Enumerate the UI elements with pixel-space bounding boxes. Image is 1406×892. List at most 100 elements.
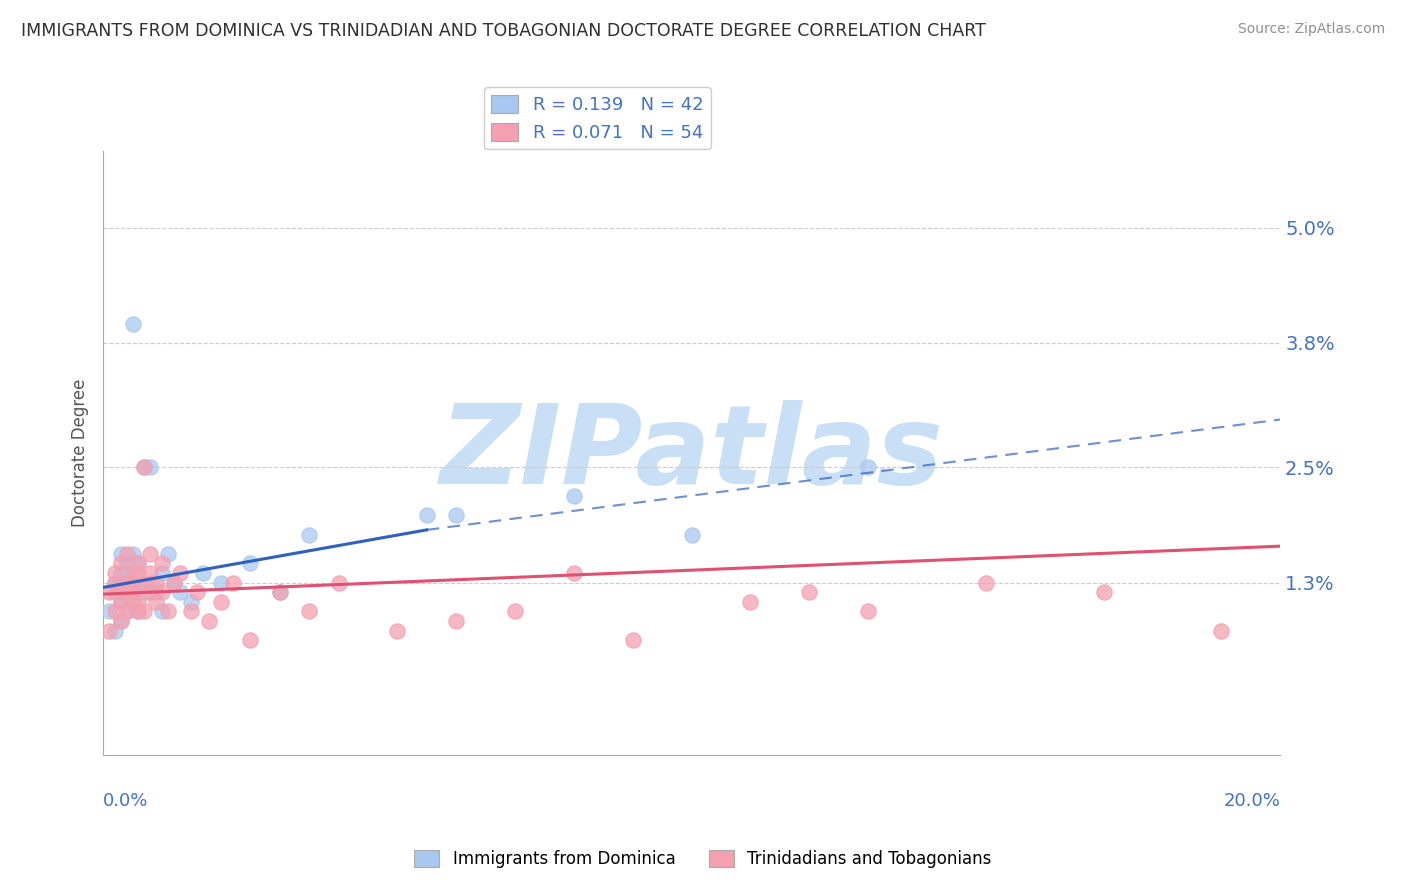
Point: [503, 604, 526, 618]
Point: [110, 585, 132, 599]
Point: [139, 566, 162, 580]
Point: [115, 575, 138, 590]
Point: [121, 585, 143, 599]
Legend: Immigrants from Dominica, Trinidadians and Tobagonians: Immigrants from Dominica, Trinidadians a…: [408, 843, 998, 875]
Point: [209, 595, 232, 609]
Point: [121, 595, 143, 609]
Point: [269, 585, 291, 599]
Text: 0.0%: 0.0%: [103, 791, 149, 810]
Point: [145, 595, 167, 609]
Point: [121, 317, 143, 331]
Point: [150, 566, 173, 580]
Point: [121, 585, 143, 599]
Point: [799, 585, 821, 599]
Point: [110, 614, 132, 628]
Point: [221, 575, 243, 590]
Point: [298, 604, 321, 618]
Point: [198, 614, 221, 628]
Point: [127, 557, 149, 571]
Point: [98, 585, 121, 599]
Text: Source: ZipAtlas.com: Source: ZipAtlas.com: [1237, 22, 1385, 37]
Point: [444, 614, 467, 628]
Point: [134, 460, 156, 475]
Point: [139, 585, 162, 599]
Point: [444, 508, 467, 523]
Point: [115, 604, 138, 618]
Point: [127, 557, 149, 571]
Point: [139, 460, 162, 475]
Point: [110, 595, 132, 609]
Point: [110, 614, 132, 628]
Point: [121, 595, 143, 609]
Point: [169, 585, 191, 599]
Point: [169, 566, 191, 580]
Point: [104, 585, 127, 599]
Point: [121, 566, 143, 580]
Point: [186, 585, 208, 599]
Point: [134, 575, 156, 590]
Point: [104, 566, 127, 580]
Point: [156, 604, 179, 618]
Point: [298, 527, 321, 541]
Point: [562, 489, 585, 503]
Point: [387, 624, 409, 638]
Point: [1092, 585, 1115, 599]
Point: [127, 604, 149, 618]
Point: [104, 624, 127, 638]
Point: [180, 604, 202, 618]
Point: [681, 527, 703, 541]
Point: [856, 460, 879, 475]
Point: [621, 633, 644, 648]
Text: 20.0%: 20.0%: [1223, 791, 1279, 810]
Point: [115, 585, 138, 599]
Point: [209, 575, 232, 590]
Point: [139, 547, 162, 561]
Point: [416, 508, 439, 523]
Legend: R = 0.139   N = 42, R = 0.071   N = 54: R = 0.139 N = 42, R = 0.071 N = 54: [484, 87, 711, 150]
Y-axis label: Doctorate Degree: Doctorate Degree: [72, 379, 89, 527]
Point: [115, 566, 138, 580]
Point: [145, 585, 167, 599]
Point: [110, 595, 132, 609]
Point: [239, 633, 262, 648]
Point: [110, 547, 132, 561]
Point: [562, 566, 585, 580]
Point: [98, 604, 121, 618]
Point: [740, 595, 762, 609]
Point: [121, 547, 143, 561]
Point: [134, 460, 156, 475]
Point: [328, 575, 350, 590]
Point: [110, 557, 132, 571]
Point: [134, 585, 156, 599]
Point: [1211, 624, 1233, 638]
Point: [139, 575, 162, 590]
Point: [193, 566, 215, 580]
Point: [150, 604, 173, 618]
Point: [127, 604, 149, 618]
Point: [115, 547, 138, 561]
Point: [163, 575, 186, 590]
Point: [98, 624, 121, 638]
Point: [121, 575, 143, 590]
Point: [115, 557, 138, 571]
Point: [239, 557, 262, 571]
Point: [156, 547, 179, 561]
Point: [180, 595, 202, 609]
Point: [127, 595, 149, 609]
Point: [110, 575, 132, 590]
Point: [115, 585, 138, 599]
Text: IMMIGRANTS FROM DOMINICA VS TRINIDADIAN AND TOBAGONIAN DOCTORATE DEGREE CORRELAT: IMMIGRANTS FROM DOMINICA VS TRINIDADIAN …: [21, 22, 986, 40]
Text: ZIPatlas: ZIPatlas: [440, 400, 943, 507]
Point: [269, 585, 291, 599]
Point: [110, 566, 132, 580]
Point: [974, 575, 997, 590]
Point: [104, 604, 127, 618]
Point: [163, 575, 186, 590]
Point: [104, 575, 127, 590]
Point: [115, 604, 138, 618]
Point: [127, 566, 149, 580]
Point: [145, 575, 167, 590]
Point: [104, 575, 127, 590]
Point: [856, 604, 879, 618]
Point: [134, 604, 156, 618]
